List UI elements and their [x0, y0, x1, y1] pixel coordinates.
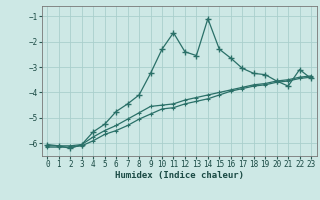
X-axis label: Humidex (Indice chaleur): Humidex (Indice chaleur): [115, 171, 244, 180]
